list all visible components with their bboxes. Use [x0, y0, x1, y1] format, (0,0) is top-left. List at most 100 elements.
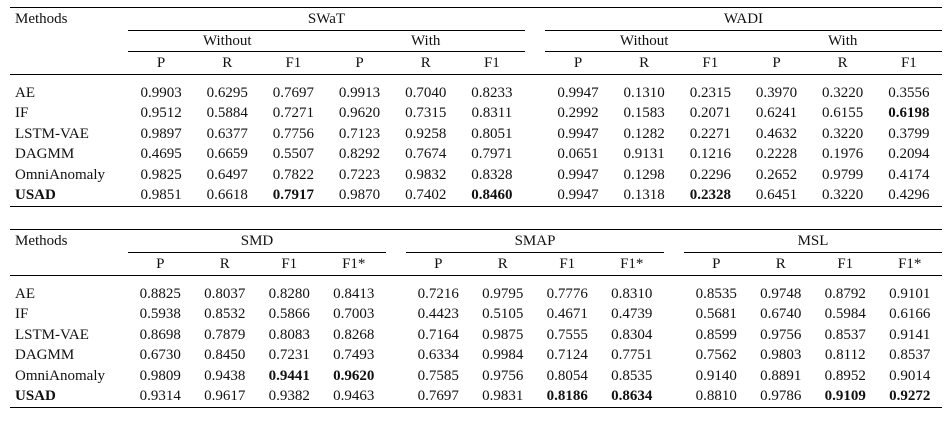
metric-cell: 0.9799	[822, 166, 864, 183]
metric-cell: 0.4695	[140, 146, 182, 163]
metric-cell: 0.6618	[194, 185, 261, 207]
metric-cell: 0.7562	[695, 347, 737, 364]
metric-cell: 0.7756	[272, 125, 315, 142]
metric-cell: 0.9620	[333, 367, 375, 384]
metric-cell: 0.9141	[889, 326, 931, 343]
metric-cell: 0.8280	[268, 285, 310, 302]
table-row: IF 0.5938 0.8532 0.5866 0.7003 0.4423 0.5105 0.…	[10, 305, 942, 326]
metric-cell: 0.9748	[760, 285, 802, 302]
column-header: R	[192, 252, 257, 276]
group-header-smd: SMD	[128, 229, 386, 253]
metric-cell: 0.6198	[888, 105, 930, 122]
metric-cell: 0.2071	[689, 105, 731, 122]
metric-cell: 0.6155	[822, 105, 864, 122]
metric-cell: 0.8112	[824, 347, 866, 364]
metric-cell: 0.7776	[546, 285, 588, 302]
metric-cell: 0.2652	[755, 166, 798, 183]
metric-cell: 0.8599	[695, 326, 737, 343]
subgroup-header-wadi-without: Without	[544, 30, 744, 52]
metric-cell: 0.2271	[689, 125, 731, 142]
metric-cell: 0.6377	[206, 125, 248, 142]
metric-cell: 0.4423	[417, 306, 459, 323]
column-header: R	[809, 51, 876, 75]
metric-cell: 0.7124	[546, 347, 588, 364]
metric-cell: 0.9809	[139, 367, 181, 384]
metric-cell: 0.3220	[809, 185, 876, 207]
table-row: AE 0.8825 0.8037 0.8280 0.8413 0.7216 0.9795 0.…	[10, 284, 942, 305]
metric-cell: 0.8952	[824, 367, 866, 384]
metric-cell: 0.9272	[877, 386, 942, 408]
column-header: F1	[458, 51, 525, 75]
metric-cell: 0.8328	[471, 166, 513, 183]
metric-cell: 0.7917	[260, 185, 327, 207]
group-header-msl: MSL	[684, 229, 942, 253]
metric-cell: 0.7123	[338, 125, 381, 142]
metric-cell: 0.6451	[743, 185, 810, 207]
table-row: LSTM-VAE 0.8698 0.7879 0.8083 0.8268 0.7164 0.…	[10, 325, 942, 346]
method-name: LSTM-VAE	[15, 326, 89, 343]
column-header: R	[194, 51, 261, 75]
metric-cell: 0.5866	[268, 306, 310, 323]
group-header-wadi: WADI	[544, 7, 942, 31]
metric-cell: 0.9984	[482, 347, 524, 364]
metric-cell: 0.7271	[272, 105, 315, 122]
metric-cell: 0.2094	[888, 146, 930, 163]
methods-header: Methods	[10, 229, 128, 253]
metric-cell: 0.4632	[755, 125, 798, 142]
table-row: IF 0.9512 0.5884 0.7271 0.9620 0.7315 0.8311 0.…	[10, 104, 942, 125]
column-header: P	[128, 252, 193, 276]
metric-cell: 0.8083	[268, 326, 310, 343]
metric-cell: 0.1310	[623, 84, 665, 101]
metric-cell: 0.4296	[875, 185, 942, 207]
metric-cell: 0.5105	[482, 306, 524, 323]
metric-cell: 0.8413	[333, 285, 375, 302]
metric-cell: 0.1583	[623, 105, 665, 122]
table-body: AE 0.9903 0.6295 0.7697 0.9913 0.7040 0.8233 0.…	[10, 83, 942, 207]
column-header: R	[611, 51, 678, 75]
metric-cell: 0.9870	[326, 185, 393, 207]
metric-cell: 0.9825	[140, 166, 182, 183]
metric-cell: 0.7315	[405, 105, 447, 122]
metric-cell: 0.3799	[888, 125, 930, 142]
metric-cell: 0.8792	[824, 285, 866, 302]
methods-header: Methods	[10, 7, 128, 31]
metric-cell: 0.9832	[405, 166, 447, 183]
column-header: P	[544, 51, 612, 75]
metric-cell: 0.8054	[546, 367, 588, 384]
metric-cell: 0.7751	[611, 347, 653, 364]
metric-cell: 0.6740	[760, 306, 802, 323]
metric-cell: 0.3970	[755, 84, 798, 101]
metric-cell: 0.2228	[755, 146, 798, 163]
column-header: R	[470, 252, 535, 276]
metric-cell: 0.9617	[192, 386, 257, 408]
group-header-swat: SWaT	[128, 7, 525, 31]
metric-cell: 0.8460	[458, 185, 525, 207]
metric-cell: 0.9947	[557, 84, 599, 101]
metric-cell: 0.8268	[333, 326, 375, 343]
column-header: P	[684, 252, 749, 276]
metric-cell: 0.7879	[204, 326, 246, 343]
column-header: F1	[875, 51, 942, 75]
column-header: F1*	[599, 252, 664, 276]
metric-cell: 0.9897	[140, 125, 182, 142]
metric-cell: 0.5507	[272, 146, 315, 163]
metric-cell: 0.9851	[128, 185, 195, 207]
metric-cell: 0.6497	[206, 166, 248, 183]
column-header: F1	[813, 252, 878, 276]
metric-cell: 0.7585	[417, 367, 459, 384]
metric-cell: 0.5681	[695, 306, 737, 323]
metric-cell: 0.7555	[546, 326, 588, 343]
method-name: OmniAnomaly	[15, 166, 105, 183]
metric-cell: 0.6730	[139, 347, 181, 364]
metric-cell: 0.8535	[695, 285, 737, 302]
metric-cell: 0.8537	[824, 326, 866, 343]
table-row: DAGMM 0.4695 0.6659 0.5507 0.8292 0.7674 0.797…	[10, 145, 942, 166]
column-header: F1*	[877, 252, 942, 276]
metric-cell: 0.9131	[623, 146, 665, 163]
metric-cell: 0.6166	[889, 306, 931, 323]
metric-cell: 0.8532	[204, 306, 246, 323]
metric-cell: 0.1318	[611, 185, 678, 207]
metric-cell: 0.4174	[888, 166, 930, 183]
metric-cell: 0.9803	[760, 347, 802, 364]
metric-cell: 0.6295	[206, 84, 248, 101]
